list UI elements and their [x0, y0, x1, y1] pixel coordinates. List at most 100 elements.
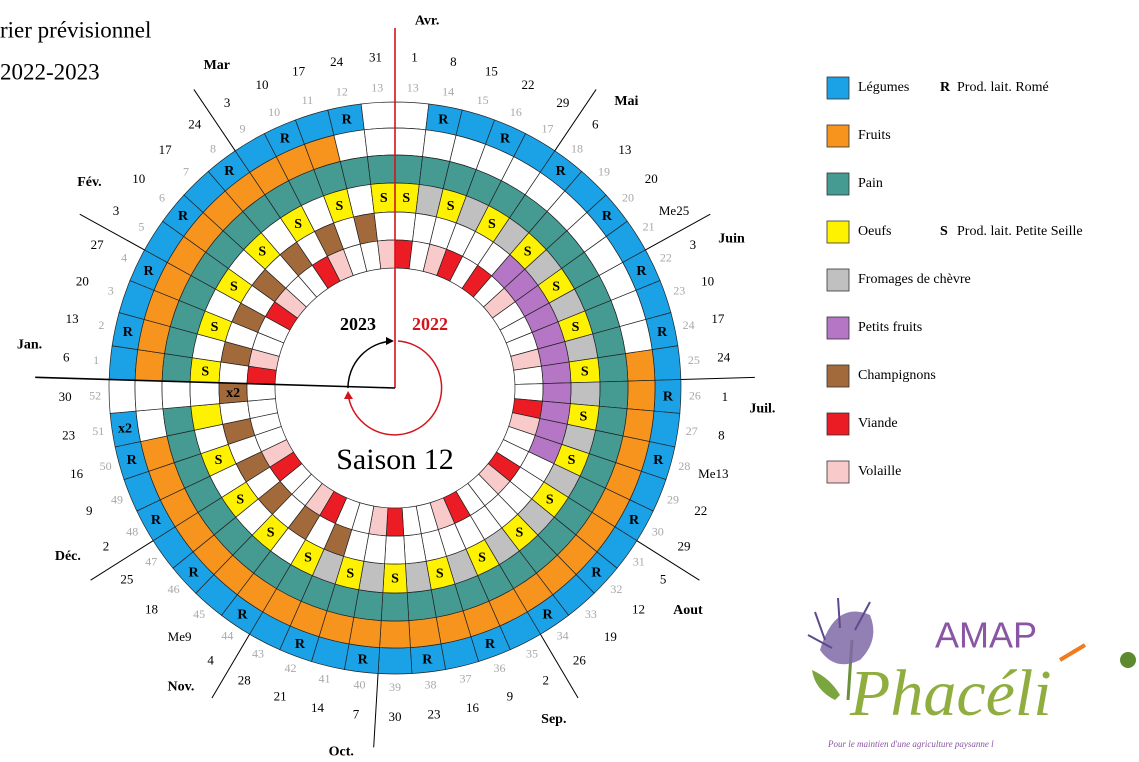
date-label: 2 — [103, 538, 110, 553]
date-label: 10 — [132, 171, 145, 186]
week-number: 47 — [145, 555, 157, 569]
cell-label: R — [237, 608, 248, 623]
date-label: 30 — [389, 709, 402, 724]
cell-label: S — [552, 280, 560, 295]
date-label: 8 — [450, 54, 457, 69]
date-label: 3 — [224, 95, 231, 110]
cell-label: R — [224, 164, 235, 179]
ring-cell — [162, 405, 195, 437]
wheel: R R R R R R R R R R R R R R R R R R Rx2 R R R R R R S S S S S S S S S S S S S… — [17, 14, 776, 760]
week-number: 30 — [652, 525, 664, 539]
date-label: 31 — [369, 50, 382, 65]
date-label: 8 — [718, 428, 725, 443]
cell-label: R — [542, 608, 553, 623]
year-left: 2023 — [340, 314, 376, 334]
week-number: 22 — [660, 251, 672, 265]
week-number: 48 — [126, 525, 138, 539]
date-label: 3 — [690, 237, 697, 252]
date-label: 14 — [311, 700, 325, 715]
subtitle: 2022-2023 — [0, 59, 100, 84]
cell-label: R — [178, 209, 189, 224]
week-number: 21 — [643, 220, 655, 234]
legend-swatch — [826, 172, 850, 196]
legend-label: Fruits — [858, 128, 891, 143]
logo: AMAP Phacéli Pour le maintien d'une agri… — [807, 597, 1136, 749]
cell-label: S — [581, 364, 589, 379]
arrow-2023 — [347, 340, 393, 389]
month-label: Déc. — [55, 549, 81, 564]
cell-label: R — [123, 325, 134, 340]
legend-swatch — [826, 364, 850, 388]
date-label: 19 — [604, 629, 617, 644]
week-number: 31 — [633, 555, 645, 569]
month-line — [636, 540, 700, 581]
ring-cell — [394, 154, 423, 185]
week-number: 9 — [239, 121, 245, 135]
date-label: 22 — [694, 503, 707, 518]
cell-label: x2 — [226, 386, 240, 401]
date-label: 18 — [145, 602, 158, 617]
ring-cell — [189, 381, 221, 407]
cell-label: S — [391, 572, 399, 587]
ring-cell — [379, 620, 411, 649]
note-text: Prod. lait. Petite Seille — [957, 224, 1083, 239]
cell-label: R — [422, 652, 433, 667]
date-label: 22 — [522, 77, 535, 92]
cell-label: R — [143, 264, 154, 279]
ring-cell — [380, 592, 410, 622]
note-letter: R — [940, 80, 951, 95]
ring-cell — [377, 239, 396, 270]
date-label: 16 — [70, 466, 84, 481]
date-label: 23 — [62, 428, 75, 443]
month-label: Oct. — [329, 744, 354, 759]
date-label: 25 — [120, 571, 133, 586]
cell-label: S — [335, 199, 343, 214]
week-number: 23 — [673, 284, 685, 298]
week-number: 3 — [108, 284, 114, 298]
date-label: Me13 — [698, 466, 728, 481]
season: Saison 12 — [336, 443, 454, 476]
week-number: 17 — [542, 121, 554, 135]
cell-label: S — [524, 245, 532, 260]
legend-swatch — [826, 76, 850, 100]
date-label: 2 — [542, 673, 549, 688]
week-number: 5 — [138, 220, 144, 234]
week-number: 36 — [493, 661, 505, 675]
cell-label: R — [653, 453, 664, 468]
ring-cell — [161, 380, 192, 410]
logo-tagline: Pour le maintien d'une agriculture paysa… — [827, 739, 994, 749]
week-number: 29 — [667, 492, 679, 506]
cell-label: S — [346, 566, 354, 581]
cell-label: S — [304, 551, 312, 566]
legend-label: Oeufs — [858, 224, 891, 239]
week-number: 14 — [442, 84, 454, 98]
cell-label: S — [294, 217, 302, 232]
ring-cell — [569, 381, 601, 407]
cell-label: R — [485, 637, 496, 652]
date-label: 10 — [255, 77, 268, 92]
year-right: 2022 — [412, 314, 448, 334]
ring-cell — [135, 408, 168, 442]
arrowhead — [344, 391, 353, 399]
week-number: 43 — [252, 647, 264, 661]
month-line — [645, 213, 711, 251]
month-label: Fév. — [77, 175, 102, 190]
date-label: 7 — [353, 707, 360, 722]
date-label: 24 — [188, 117, 202, 132]
week-number: 6 — [159, 191, 165, 205]
cell-label: R — [500, 131, 511, 146]
ring-cell — [363, 127, 396, 158]
week-number: 24 — [683, 318, 695, 332]
week-number: 52 — [89, 389, 101, 403]
week-number: 11 — [302, 93, 314, 107]
ring-cell — [514, 383, 544, 402]
month-label: Sep. — [541, 712, 566, 727]
month-line — [540, 634, 579, 699]
legend-label: Fromages de chèvre — [858, 272, 971, 287]
ring-cell — [108, 379, 137, 414]
month-line — [554, 89, 597, 152]
cell-label: R — [127, 453, 138, 468]
week-number: 13 — [407, 80, 419, 94]
month-label: Avr. — [415, 14, 440, 29]
week-number: 46 — [168, 582, 180, 596]
